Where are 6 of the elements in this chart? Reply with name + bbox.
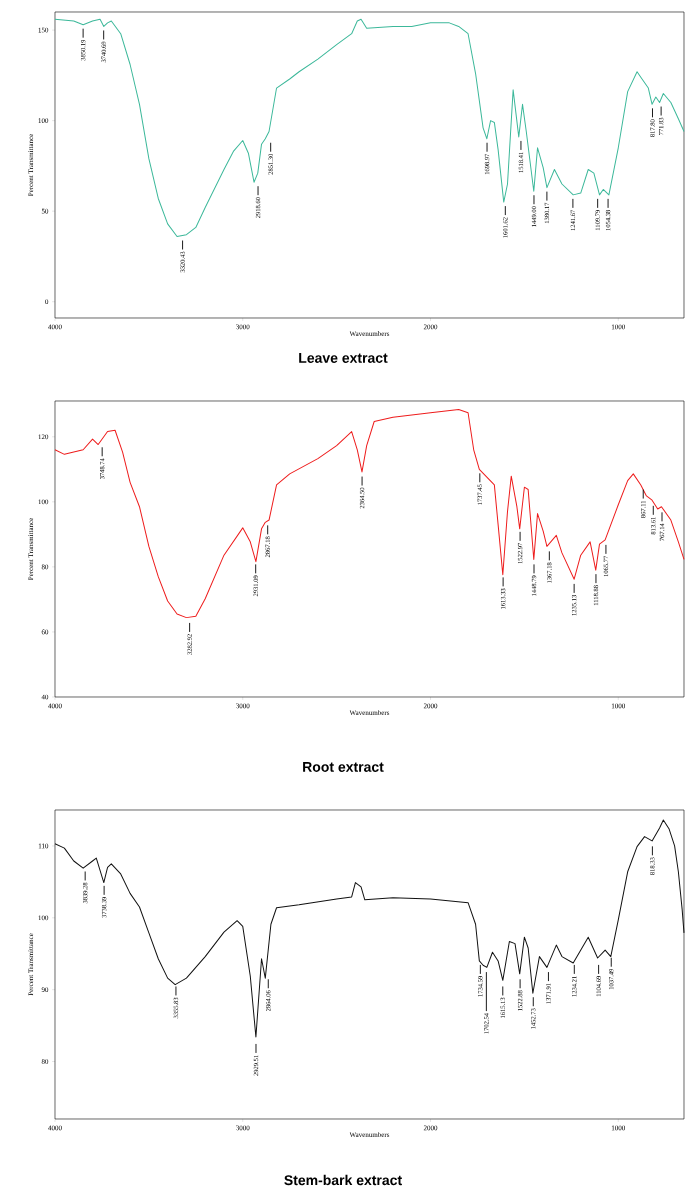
text: Root extract <box>303 762 384 772</box>
text: Stem-bark extract <box>284 1174 402 1186</box>
text: Leave extract <box>299 353 388 363</box>
line-series <box>54 408 685 619</box>
line-series <box>54 18 685 238</box>
line-series <box>54 819 685 1038</box>
